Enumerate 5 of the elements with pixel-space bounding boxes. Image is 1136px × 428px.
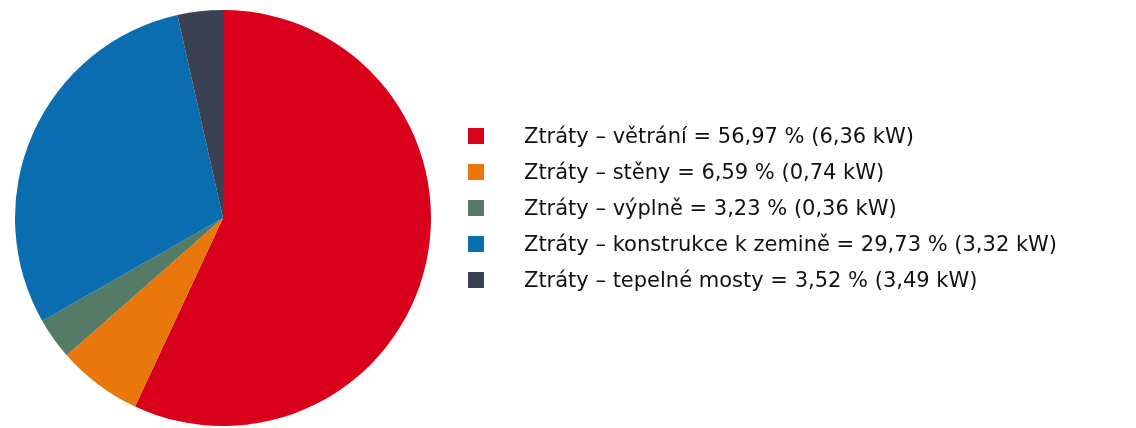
legend-label: Ztráty – větrání = 56,97 % (6,36 kW) — [524, 124, 914, 148]
legend-label: Ztráty – konstrukce k zemině = 29,73 % (3,32 kW) — [524, 232, 1058, 256]
legend-label: Ztráty – tepelné mosty = 3,52 % (3,49 kW) — [524, 268, 978, 292]
legend-label: Ztráty – stěny = 6,59 % (0,74 kW) — [524, 160, 885, 184]
legend-label: Ztráty – výplně = 3,23 % (0,36 kW) — [524, 196, 897, 220]
